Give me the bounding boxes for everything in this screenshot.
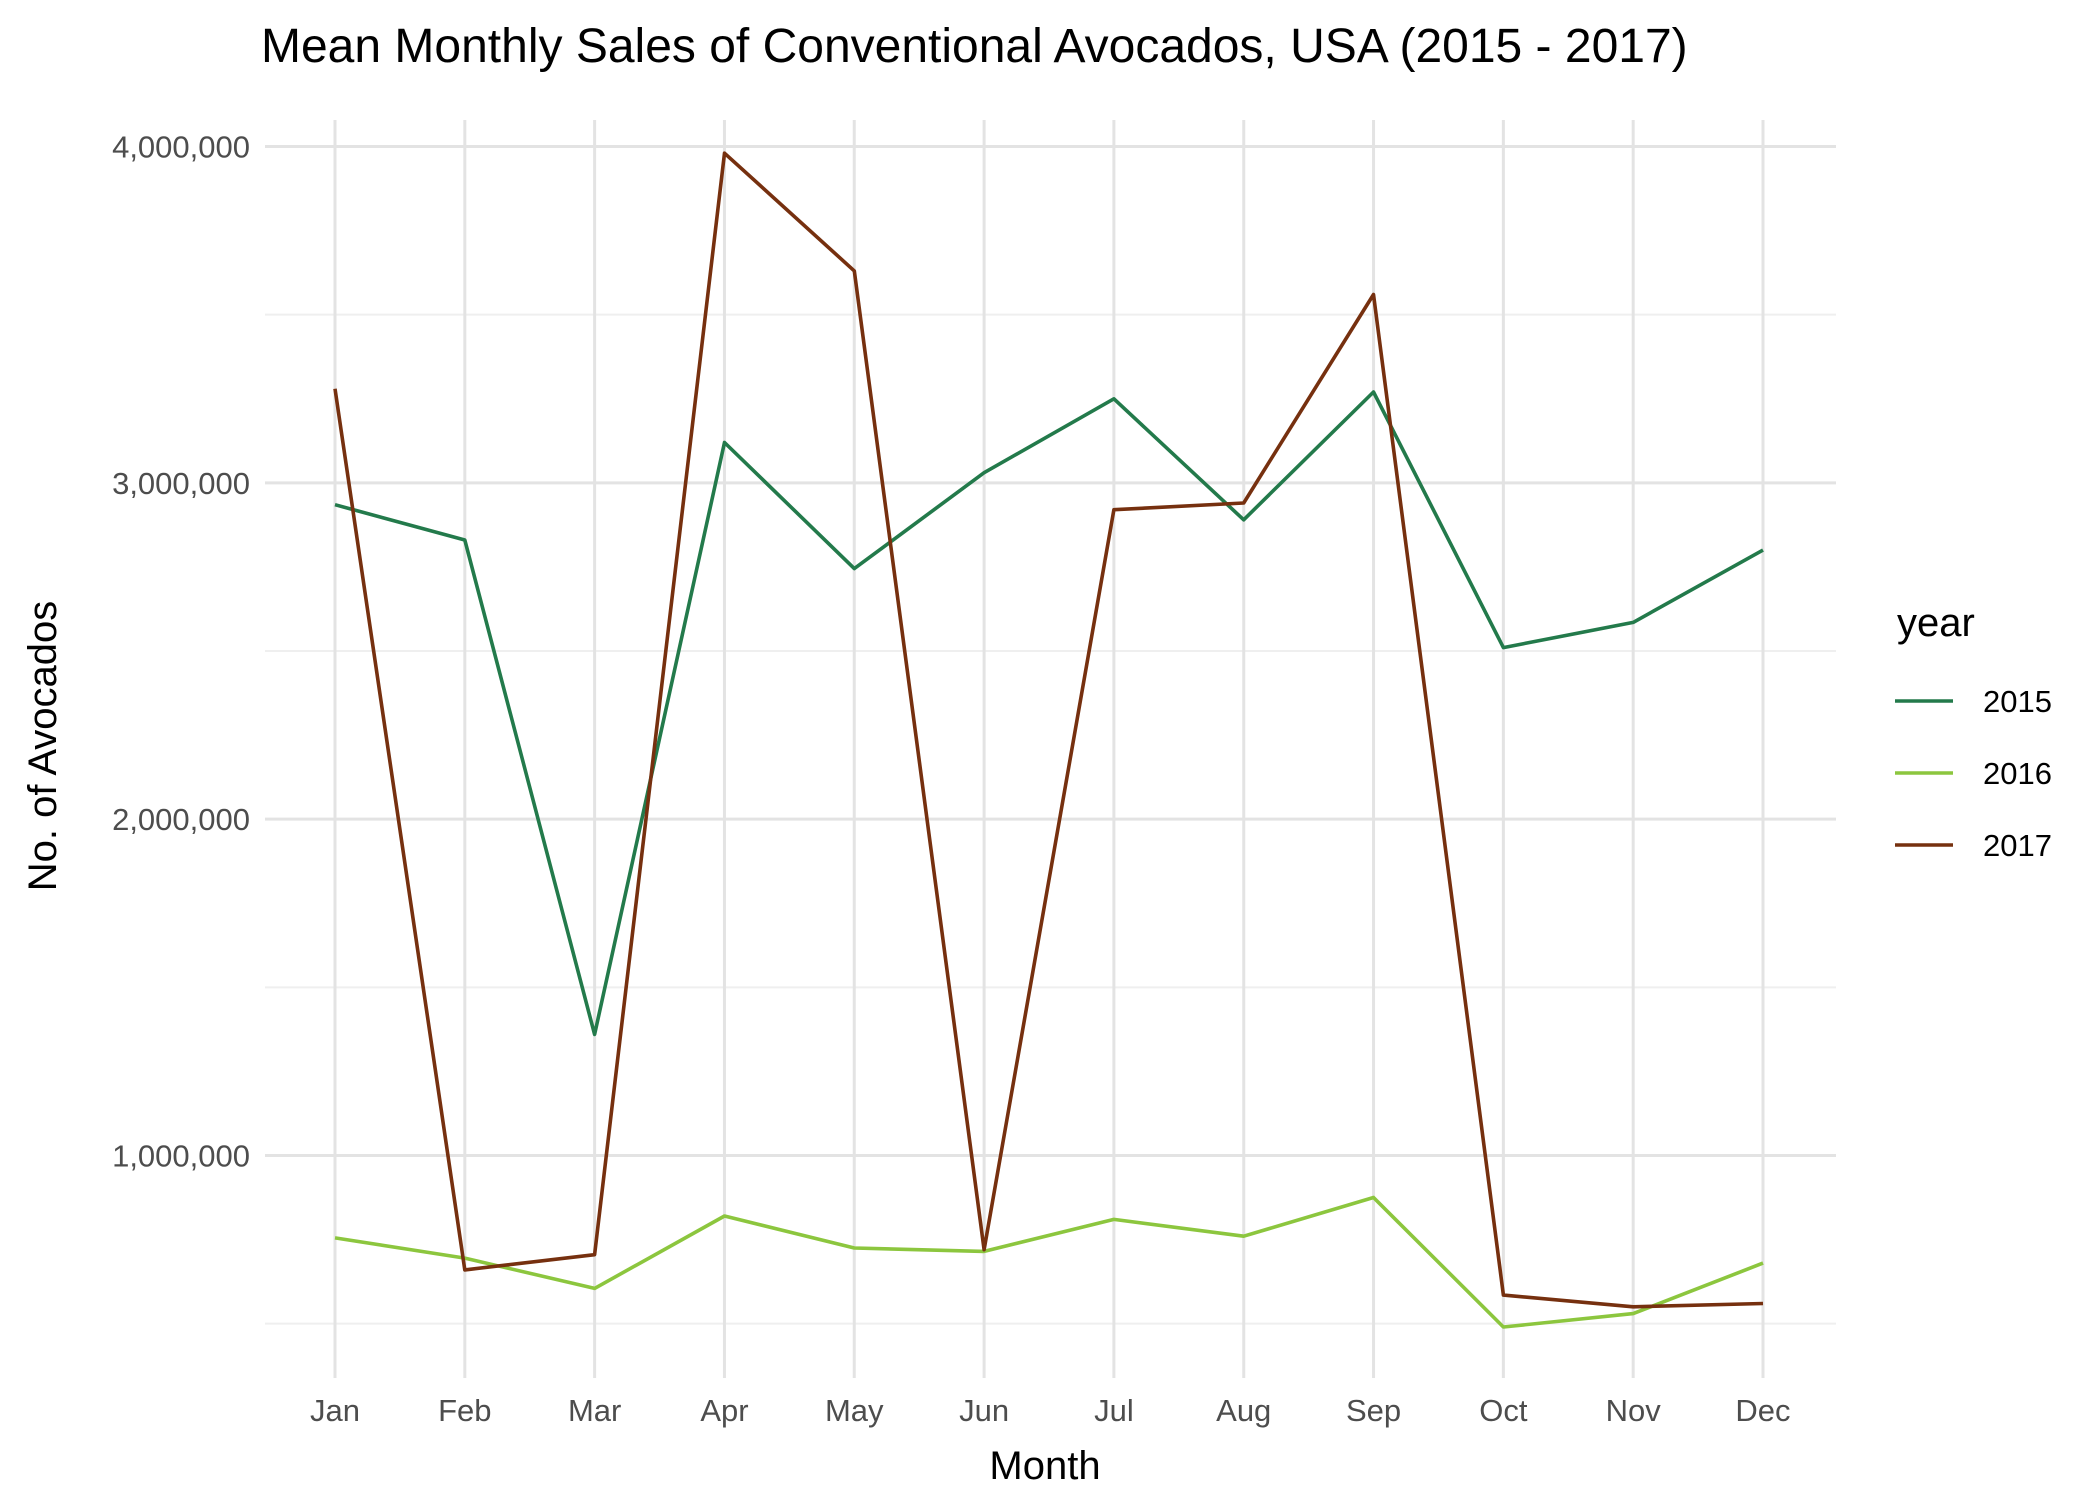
series-lines [333, 151, 1764, 1329]
legend-label-2016: 2016 [1983, 756, 2052, 791]
x-tick-label: May [825, 1393, 884, 1428]
x-tick-label: Oct [1479, 1393, 1528, 1428]
x-tick-label: Apr [700, 1393, 748, 1428]
y-tick-label: 4,000,000 [112, 130, 250, 165]
x-tick-label: Sep [1346, 1393, 1401, 1428]
x-tick-label: Feb [438, 1393, 491, 1428]
y-axis-tick-labels: 1,000,000 2,000,000 3,000,000 4,000,000 [112, 130, 250, 1174]
legend-label-2015: 2015 [1983, 684, 2052, 719]
x-axis-title: Month [989, 1444, 1100, 1488]
x-tick-label: Nov [1606, 1393, 1662, 1428]
x-tick-label: Jun [959, 1393, 1009, 1428]
legend-title: year [1897, 601, 1975, 645]
x-tick-label: Jul [1094, 1393, 1134, 1428]
chart-title: Mean Monthly Sales of Conventional Avoca… [261, 20, 1688, 73]
x-tick-label: Mar [568, 1393, 621, 1428]
x-axis-tick-labels: Jan Feb Mar Apr May Jun Jul Aug Sep Oct Nov Dec [310, 1393, 1791, 1428]
y-axis-title: No. of Avocados [21, 601, 65, 892]
y-tick-label: 2,000,000 [112, 802, 250, 837]
y-tick-label: 3,000,000 [112, 466, 250, 501]
legend-label-2017: 2017 [1983, 828, 2052, 863]
x-tick-label: Dec [1735, 1393, 1790, 1428]
x-tick-label: Jan [310, 1393, 360, 1428]
y-tick-label: 1,000,000 [112, 1139, 250, 1174]
grid [265, 120, 1836, 1378]
series-line-2016 [334, 1195, 1764, 1329]
legend: year 2015 2016 2017 [1895, 601, 2052, 863]
series-line-2015 [334, 390, 1764, 1037]
series-line-2017 [333, 151, 1764, 1309]
legend-items: 2015 2016 2017 [1895, 684, 2052, 863]
x-tick-label: Aug [1216, 1393, 1271, 1428]
